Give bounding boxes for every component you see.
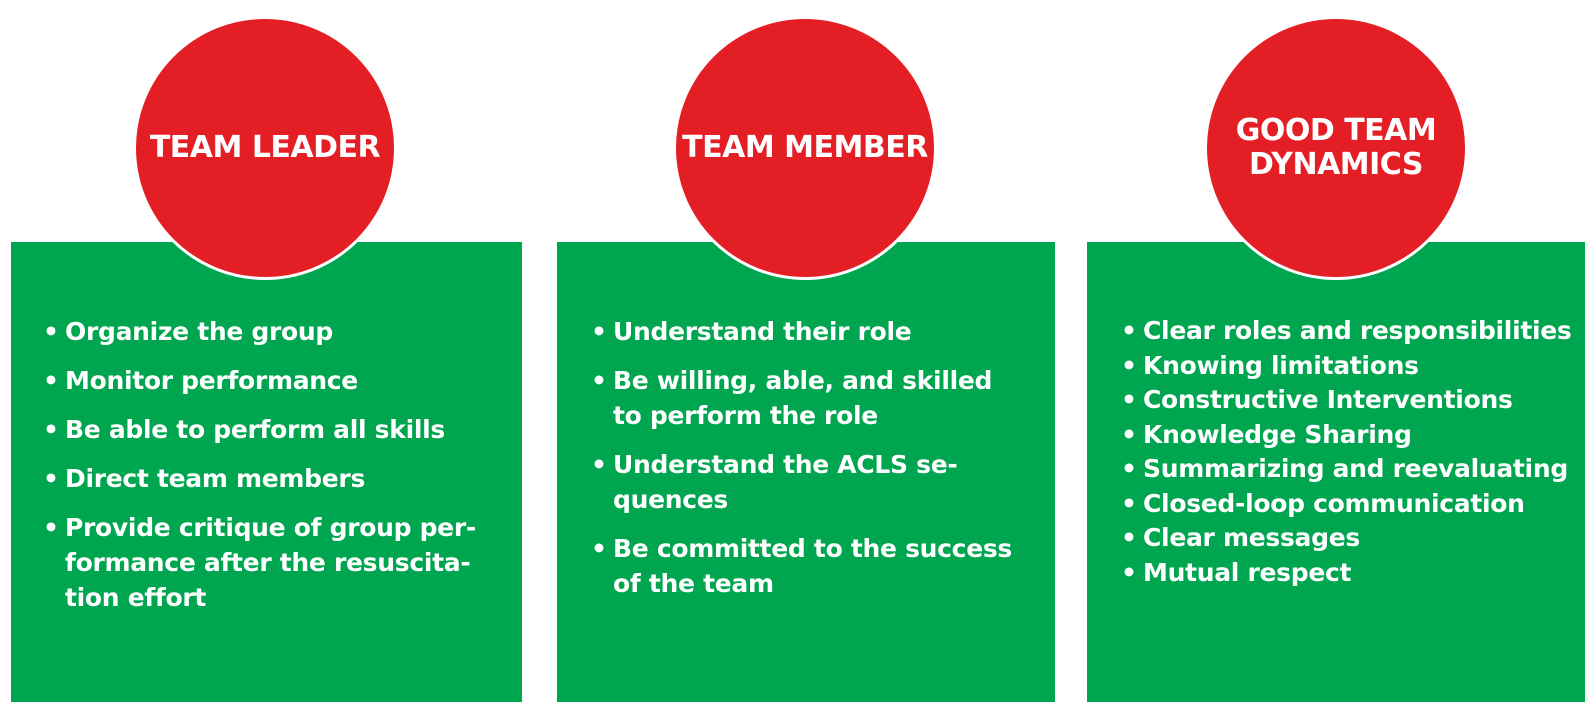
team-member-circle: TEAM MEMBER [673,16,937,280]
good-team-dynamics-panel: Clear roles and responsibilities Knowing… [1087,242,1585,702]
list-item: Clear roles and responsibilities [1121,314,1575,349]
team-leader-circle: TEAM LEADER [133,16,397,280]
list-item: Closed-loop communication [1121,487,1575,522]
list-item: Clear messages [1121,521,1575,556]
team-leader-list: Organize the group Monitor performance B… [43,314,512,629]
list-item: Constructive Interventions [1121,383,1575,418]
list-item: Provide critique of group per-formance a… [43,510,485,615]
team-leader-panel: Organize the group Monitor performance B… [11,242,522,702]
list-item: Be able to perform all skills [43,412,512,447]
team-member-title: TEAM MEMBER [682,130,928,165]
team-leader-title: TEAM LEADER [149,130,381,165]
list-item: Knowing limitations [1121,349,1575,384]
good-team-dynamics-title: GOOD TEAM DYNAMICS [1235,113,1437,182]
list-item: Understand the ACLS se-quences [591,447,993,517]
good-team-dynamics-list: Clear roles and responsibilities Knowing… [1121,314,1575,590]
list-item: Be committed to the success of the team [591,531,1033,601]
team-member-list: Understand their role Be willing, able, … [591,314,1045,615]
list-item: Direct team members [43,461,512,496]
list-item: Mutual respect [1121,556,1575,591]
team-member-panel: Understand their role Be willing, able, … [557,242,1055,702]
list-item: Monitor performance [43,363,512,398]
list-item: Knowledge Sharing [1121,418,1575,453]
list-item: Understand their role [591,314,1045,349]
list-item: Be willing, able, and skilled to perform… [591,363,1013,433]
list-item: Organize the group [43,314,512,349]
good-team-dynamics-circle: GOOD TEAM DYNAMICS [1204,16,1468,280]
list-item: Summarizing and reevaluating [1121,452,1575,487]
